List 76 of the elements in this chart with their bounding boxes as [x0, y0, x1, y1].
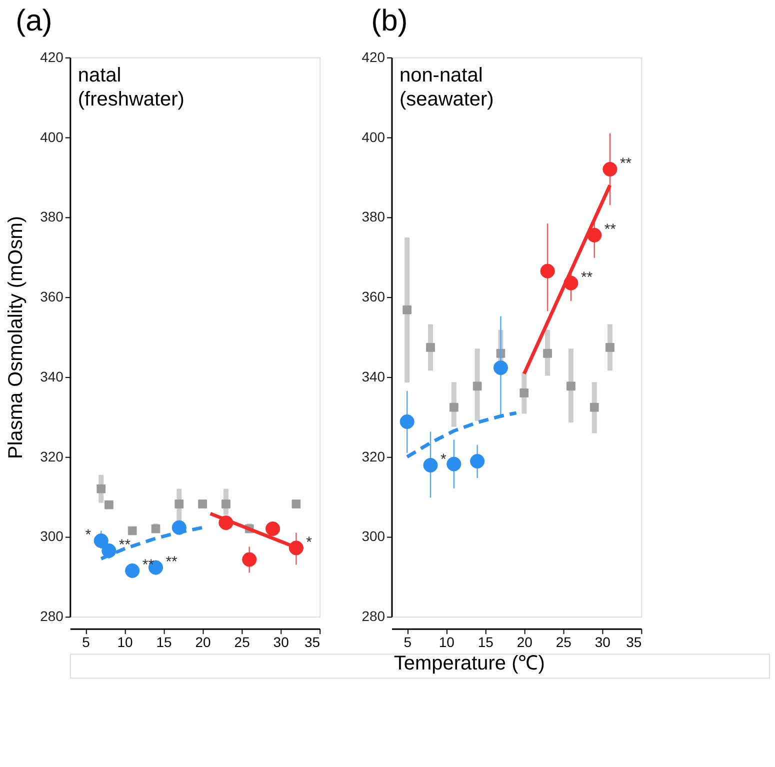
y-tick-label: 300: [362, 528, 386, 544]
annotation: (seawater): [399, 88, 494, 110]
annotation: **: [166, 554, 178, 571]
x-axis-title: Temperature (℃): [394, 652, 545, 675]
point: [602, 162, 618, 177]
x-tick-label: 15: [478, 634, 494, 650]
annotation: **: [604, 221, 616, 238]
x-tick-label: 15: [156, 634, 172, 650]
y-axis-title: Plasma Osmolality (mOsm): [5, 216, 28, 459]
point: [104, 500, 114, 510]
point: [222, 500, 230, 508]
point: [96, 484, 106, 494]
annotation: **: [580, 269, 593, 286]
y-tick-label: 400: [40, 128, 64, 145]
y-tick-label: 380: [362, 208, 386, 225]
point: [470, 454, 485, 469]
y-tick-label: 340: [40, 368, 64, 384]
y-tick-label: 420: [40, 48, 64, 65]
annotation: natal: [78, 64, 122, 86]
chart-title: (a): [16, 4, 52, 38]
annotation: *: [85, 526, 92, 544]
annotation: **: [118, 536, 131, 554]
point: [472, 382, 482, 391]
annotation: (freshwater): [78, 88, 184, 110]
x-tick-label: 25: [234, 634, 250, 650]
point: [587, 228, 602, 242]
x-tick-label: 35: [626, 634, 642, 650]
y-tick-label: 340: [362, 368, 386, 384]
y-tick-label: 320: [40, 448, 64, 464]
x-tick-label: 5: [404, 634, 412, 650]
point: [102, 543, 116, 558]
point: [265, 521, 280, 536]
annotation: **: [620, 155, 632, 172]
point: [426, 342, 435, 352]
point: [540, 264, 555, 278]
point: [449, 402, 458, 412]
x-tick-label: 25: [556, 634, 572, 650]
x-tick-label: 30: [594, 634, 611, 650]
chart-title: (b): [371, 4, 408, 38]
y-tick-label: 280: [362, 608, 386, 624]
point: [198, 500, 207, 508]
point: [493, 360, 508, 376]
annotation: *: [306, 534, 312, 551]
point: [402, 305, 412, 314]
x-tick-label: 20: [516, 634, 533, 650]
y-tick-label: 380: [40, 208, 64, 225]
line-series: [405, 411, 518, 459]
x-tick-label: 35: [304, 634, 320, 650]
point: [242, 552, 257, 567]
point: [400, 414, 414, 429]
y-tick-label: 280: [40, 608, 64, 624]
point: [423, 458, 438, 473]
x-tick-label: 10: [438, 634, 455, 650]
y-tick-label: 300: [40, 528, 64, 544]
annotation: *: [440, 451, 446, 468]
x-tick-label: 5: [82, 634, 90, 650]
point: [292, 500, 301, 508]
point: [543, 348, 552, 358]
point: [125, 563, 140, 578]
x-tick-label: 30: [273, 634, 290, 650]
point: [520, 388, 529, 398]
y-tick-label: 420: [362, 48, 386, 65]
annotation: non-natal: [399, 64, 483, 86]
y-tick-label: 360: [362, 288, 386, 305]
y-tick-label: 400: [362, 128, 386, 145]
point: [128, 526, 137, 536]
y-tick-label: 360: [40, 288, 64, 305]
y-tick-label: 320: [362, 448, 386, 464]
point: [606, 342, 614, 352]
point: [590, 402, 599, 412]
point: [94, 533, 108, 548]
x-tick-label: 10: [117, 634, 134, 650]
x-tick-label: 20: [195, 634, 212, 650]
point: [174, 500, 184, 508]
point: [566, 382, 576, 391]
point: [446, 456, 462, 472]
